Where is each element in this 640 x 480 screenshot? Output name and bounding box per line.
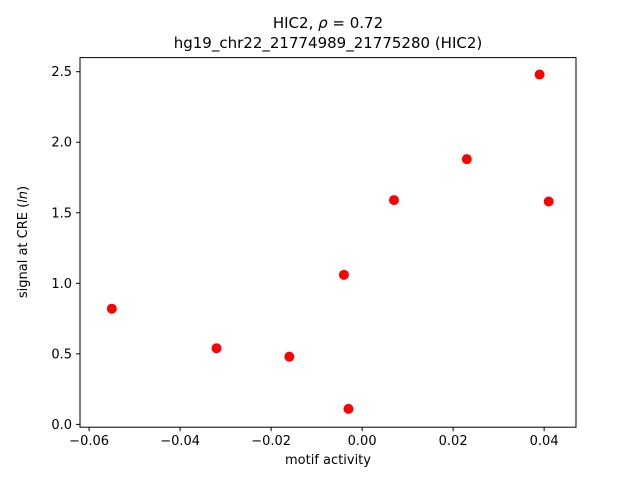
data-point xyxy=(338,269,349,280)
y-tick-label: 1.5 xyxy=(51,206,72,221)
y-tick-label: 0.5 xyxy=(51,347,72,362)
x-tick-label: −0.04 xyxy=(160,434,200,449)
y-tick-label: 1.0 xyxy=(51,277,72,292)
data-point xyxy=(343,403,354,414)
data-point xyxy=(461,154,472,165)
plot-area: −0.06 −0.04 −0.02 0.00 0.02 0.04 0.0 0.5 1.0 1.5 2… xyxy=(51,57,577,449)
data-point xyxy=(284,351,295,362)
x-tick-label: −0.06 xyxy=(69,434,109,449)
data-point xyxy=(534,69,545,80)
x-tick-label: 0.00 xyxy=(348,434,377,449)
y-tick-label: 2.5 xyxy=(51,65,72,80)
data-point xyxy=(388,195,399,206)
x-tick-label: −0.02 xyxy=(251,434,291,449)
y-tick-label: 2.0 xyxy=(51,136,72,151)
y-axis-label: signal at CRE (ln) xyxy=(16,186,31,298)
data-point xyxy=(543,196,554,207)
x-tick-label: 0.02 xyxy=(439,434,468,449)
chart-title-line2: hg19_chr22_21774989_21775280 (HIC2) xyxy=(174,34,483,53)
x-axis-label: motif activity xyxy=(285,453,371,468)
y-tick-label: 0.0 xyxy=(51,418,72,433)
x-tick-label: 0.04 xyxy=(530,434,559,449)
data-point xyxy=(106,303,117,314)
chart-title-line1: HIC2, ρ = 0.72 xyxy=(273,14,383,32)
axes-frame xyxy=(79,57,577,428)
data-point xyxy=(211,343,222,354)
